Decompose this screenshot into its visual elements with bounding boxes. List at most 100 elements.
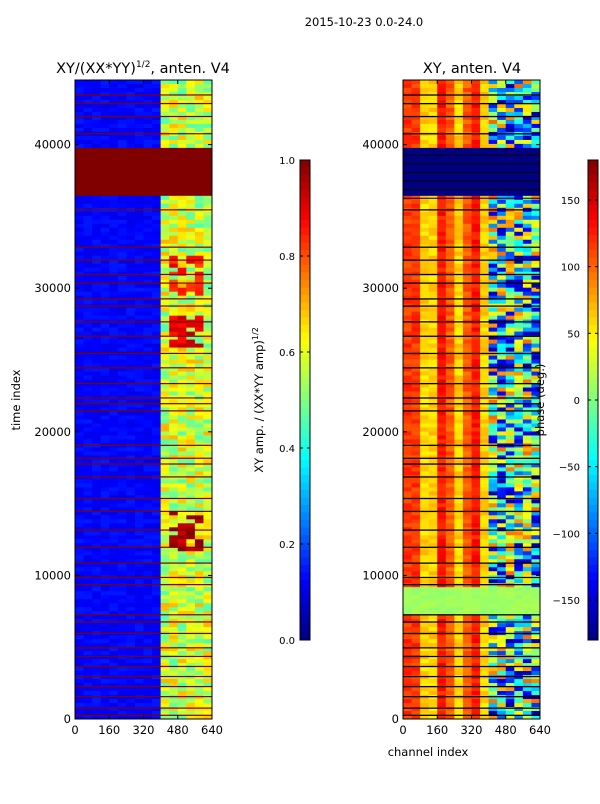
amplitude-cell [118,635,127,639]
phase-cell [437,603,446,607]
phase-cell [403,184,412,188]
phase-cell [489,252,498,256]
amplitude-cell [186,459,195,463]
amplitude-cell [178,499,187,503]
phase-cell [480,471,489,475]
phase-cell [472,328,481,332]
phase-cell [497,288,506,292]
phase-cell [446,599,455,603]
phase-cell [480,439,489,443]
phase-cell [480,603,489,607]
amplitude-cell [152,699,161,703]
amplitude-cell [118,695,127,699]
amplitude-cell [135,184,144,188]
phase-cell [420,300,429,304]
amplitude-cell [101,104,110,108]
phase-cell [463,284,472,288]
phase-cell [429,471,438,475]
amplitude-cell [109,128,118,132]
amplitude-cell [101,184,110,188]
amplitude-cell [161,372,170,376]
amplitude-cell [109,172,118,176]
phase-cell [420,531,429,535]
amplitude-cell [109,124,118,128]
phase-cell [412,268,421,272]
amplitude-cell [126,471,135,475]
phase-cell [446,240,455,244]
phase-cell [497,499,506,503]
phase-cell [403,519,412,523]
phase-cell [531,619,540,623]
amplitude-cell [101,176,110,180]
amplitude-cell [75,579,84,583]
amplitude-cell [101,220,110,224]
phase-cell [429,627,438,631]
phase-cell [454,288,463,292]
phase-cell [480,555,489,559]
amplitude-cell [118,172,127,176]
phase-cell [489,96,498,100]
amplitude-cell [152,156,161,160]
amplitude-cell [152,188,161,192]
amplitude-cell [109,232,118,236]
phase-cell [531,579,540,583]
phase-cell [506,419,515,423]
phase-cell [523,455,532,459]
amplitude-cell [152,392,161,396]
amplitude-cell [169,288,178,292]
phase-cell [480,607,489,611]
phase-cell [463,599,472,603]
amplitude-cell [178,188,187,192]
phase-cell [420,232,429,236]
phase-cell [403,252,412,256]
phase-cell [489,451,498,455]
amplitude-cell [92,184,101,188]
amplitude-cell [109,643,118,647]
amplitude-cell [118,671,127,675]
amplitude-cell [109,619,118,623]
amplitude-cell [186,499,195,503]
amplitude-cell [92,264,101,268]
phase-cell [437,216,446,220]
amplitude-cell [118,256,127,260]
amplitude-cell [195,419,204,423]
phase-cell [454,180,463,184]
amplitude-cell [109,152,118,156]
amplitude-cell [186,431,195,435]
phase-cell [437,483,446,487]
amplitude-cell [101,200,110,204]
amplitude-cell [75,340,84,344]
amplitude-cell [152,447,161,451]
amplitude-cell [144,659,153,663]
amplitude-cell [92,623,101,627]
phase-cell [454,487,463,491]
phase-cell [497,431,506,435]
amplitude-flagged-row [75,383,212,384]
amplitude-cell [109,316,118,320]
amplitude-cell [126,679,135,683]
amplitude-cell [195,635,204,639]
phase-cell [403,176,412,180]
amplitude-cell [161,252,170,256]
phase-cell [446,328,455,332]
amplitude-cell [118,423,127,427]
phase-cell [403,479,412,483]
phase-cell [446,427,455,431]
phase-cell [489,619,498,623]
amplitude-cell [126,144,135,148]
amplitude-cell [186,475,195,479]
amplitude-cell [195,220,204,224]
phase-cell [506,487,515,491]
amplitude-cell [195,643,204,647]
amplitude-cell [161,248,170,252]
phase-cell [412,571,421,575]
amplitude-cell [195,256,204,260]
phase-cell [514,411,523,415]
phase-cell [403,388,412,392]
phase-cell [429,108,438,112]
amplitude-cell [178,324,187,328]
amplitude-cell [178,168,187,172]
phase-cell [403,392,412,396]
amplitude-cell [152,551,161,555]
amplitude-cell [75,419,84,423]
